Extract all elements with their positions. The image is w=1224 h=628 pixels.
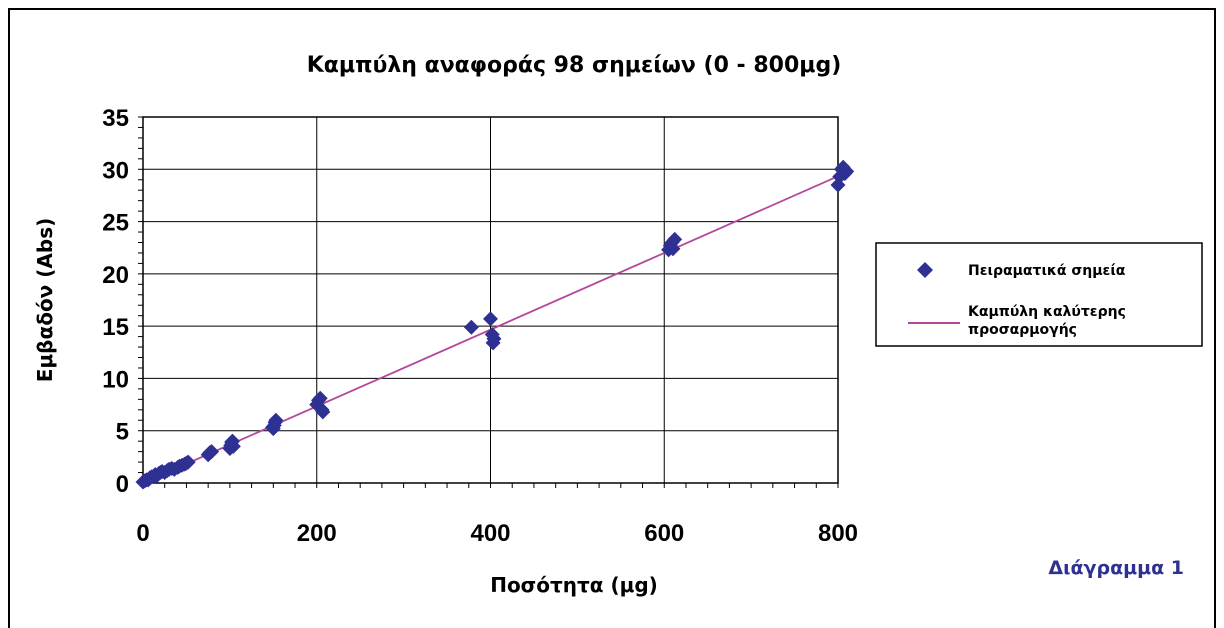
data-point (839, 163, 855, 179)
data-point (486, 331, 502, 347)
y-tick-label: 20 (102, 262, 129, 289)
y-axis-label: Εμβαδόν (Abs) (33, 218, 57, 382)
x-axis-label: Ποσότητα (μg) (490, 573, 658, 597)
y-tick-label: 10 (102, 366, 129, 393)
fit-line (142, 171, 848, 484)
gridlines (142, 116, 839, 484)
x-axis-ticks: 0 200 400 600 800 (136, 520, 858, 547)
data-point (483, 311, 498, 327)
chart-title: Καμπύλη αναφοράς 98 σημείων (0 - 800μg) (307, 53, 842, 78)
y-tick-label: 0 (116, 471, 129, 498)
data-point (463, 319, 479, 335)
data-point (312, 390, 328, 406)
plot-area (135, 116, 855, 490)
x-tick-label: 0 (136, 520, 149, 547)
chart-frame (8, 8, 1216, 628)
data-point (264, 420, 280, 436)
data-point (204, 444, 220, 460)
data-point (665, 241, 681, 257)
x-tick-label: 600 (644, 520, 684, 547)
legend: Πειραματικά σημεία Καμπύλη καλύτερης προ… (875, 242, 1203, 347)
x-tick-label: 200 (297, 520, 337, 547)
fit-line-group (142, 171, 848, 484)
y-tick-label: 35 (102, 105, 129, 132)
y-tick-label: 5 (116, 419, 129, 446)
x-tick-label: 400 (470, 520, 510, 547)
legend-item-fit-line-2: προσαρμογής (968, 322, 1077, 338)
minor-ticks (138, 116, 839, 488)
data-point (667, 231, 683, 247)
legend-box (875, 242, 1203, 347)
y-tick-label: 15 (102, 314, 129, 341)
y-tick-label: 30 (102, 157, 129, 184)
legend-item-points: Πειραματικά σημεία (968, 263, 1126, 279)
data-points (135, 159, 855, 490)
x-tick-label: 800 (818, 520, 858, 547)
data-point (180, 454, 196, 470)
legend-item-fit-line-1: Καμπύλη καλύτερης (968, 304, 1126, 320)
y-axis-ticks: 0 5 10 15 20 25 30 35 (102, 105, 129, 498)
data-point (315, 404, 331, 420)
legend-marker-diamond-icon (917, 262, 933, 278)
footer-label: Διάγραμμα 1 (1048, 557, 1184, 579)
data-point (225, 438, 241, 454)
y-tick-label: 25 (102, 210, 129, 237)
